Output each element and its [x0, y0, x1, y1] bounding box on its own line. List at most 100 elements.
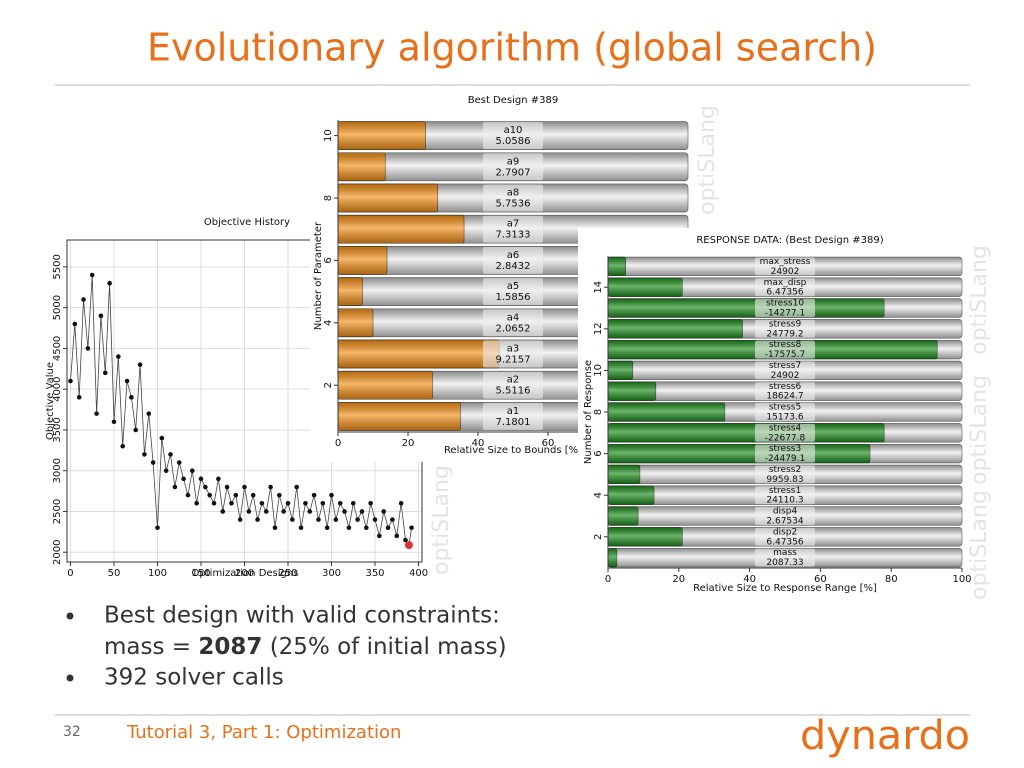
bar-value-label: 24902 — [771, 371, 800, 381]
bar-name: a9 — [507, 156, 520, 167]
label-box — [483, 184, 543, 212]
bullet-dot — [66, 612, 74, 620]
objective-point — [163, 468, 169, 473]
objective-point — [346, 525, 352, 531]
label-box — [755, 403, 815, 421]
bar-value-label: 1.5856 — [496, 292, 531, 303]
objective-point — [372, 517, 378, 522]
objective-line — [70, 275, 412, 547]
bar-value-label: 24110.3 — [766, 496, 803, 506]
y-tick-label: 4000 — [52, 376, 63, 401]
objective-point — [285, 501, 291, 506]
y-tick-label: 4 — [323, 320, 334, 326]
label-box — [483, 402, 543, 430]
label-box — [755, 527, 815, 546]
bar-value-label: 5.7536 — [496, 199, 531, 210]
label-box — [755, 278, 815, 297]
objective-point — [263, 509, 269, 514]
bar-shade — [338, 371, 433, 400]
objective-point — [342, 509, 347, 514]
objective-point — [198, 476, 204, 482]
objective-point — [189, 468, 195, 473]
y-tick-label: 5500 — [52, 254, 63, 279]
bar-name: a8 — [507, 188, 520, 199]
objective-point — [172, 484, 178, 490]
objective-point — [94, 411, 99, 416]
bar-name: stress9 — [769, 319, 802, 329]
objective-point — [181, 476, 186, 482]
objective-point — [207, 492, 212, 498]
bar-shade — [338, 339, 499, 369]
objective-point — [303, 501, 308, 506]
objective-point — [229, 501, 234, 506]
bar-name: a10 — [504, 125, 523, 136]
objective-point — [116, 354, 121, 359]
watermark: optiSLang — [967, 490, 992, 600]
objective-point — [368, 501, 373, 506]
bar-value-label: 2.67534 — [766, 516, 803, 526]
bar-shade — [608, 506, 639, 526]
objective-point — [233, 492, 239, 498]
bar-name: stress8 — [769, 340, 802, 350]
label-box — [755, 340, 815, 359]
y-tick-label: 8 — [323, 195, 334, 201]
y-axis-label: Objective Value — [45, 362, 56, 440]
page-number: 32 — [63, 724, 81, 740]
bullet-dot — [66, 674, 74, 682]
x-tick-label: 20 — [402, 438, 415, 449]
objective-point — [259, 501, 265, 506]
objective-point — [390, 517, 395, 522]
bar-value-label: 5.0586 — [496, 136, 531, 147]
label-box — [483, 309, 543, 337]
objective-point — [364, 525, 369, 531]
objective-point — [311, 492, 317, 498]
objective-point — [250, 492, 256, 498]
bar-value-label: 2.0652 — [496, 323, 531, 334]
chart-title: Best Design #389 — [468, 95, 559, 106]
objective-point — [298, 525, 304, 531]
objective-point — [133, 427, 139, 433]
objective-point — [220, 509, 226, 514]
bar-shade — [338, 308, 373, 337]
bar-value-label: 15173.6 — [766, 412, 803, 422]
x-tick-label: 40 — [743, 574, 756, 585]
y-tick-label: 2500 — [52, 499, 63, 524]
objective-point — [107, 280, 112, 286]
y-tick-label: 3000 — [52, 458, 63, 483]
bar-name: disp4 — [773, 507, 798, 517]
x-tick-label: 0 — [335, 438, 341, 449]
label-box — [483, 246, 543, 274]
x-tick-label: 20 — [672, 574, 685, 585]
label-box — [755, 486, 815, 505]
bar-name: max_stress — [760, 257, 811, 267]
objective-point — [398, 501, 404, 506]
x-tick-label: 60 — [814, 574, 827, 585]
objective-point — [98, 313, 104, 319]
objective-point — [102, 370, 108, 376]
objective-point — [277, 492, 282, 498]
bar-shade — [338, 246, 387, 275]
label-box — [755, 257, 815, 276]
label-box — [755, 382, 815, 401]
bar-shade — [338, 183, 438, 213]
y-tick-label: 6 — [323, 257, 334, 263]
objective-point — [324, 525, 330, 531]
x-tick-label: 80 — [885, 574, 898, 585]
charts: optiSLang Objective History Optimization D… — [45, 90, 992, 600]
y-tick-label: 12 — [593, 322, 604, 335]
x-tick-label: 200 — [235, 568, 254, 579]
objective-point — [89, 272, 95, 278]
bar-shade — [608, 298, 885, 318]
bullet-text: mass = — [104, 634, 191, 660]
y-axis-label: Number of Response — [583, 360, 594, 464]
chart-title: RESPONSE DATA: (Best Design #389) — [696, 235, 883, 246]
bar-value-label: -17575.7 — [765, 350, 805, 360]
objective-point — [224, 484, 230, 490]
bullet-text: mass = 2087 (25% of initial mass) — [104, 634, 507, 660]
bar-shade — [608, 527, 683, 547]
objective-point — [294, 484, 300, 490]
bar-shade — [608, 485, 655, 505]
objective-point — [255, 517, 260, 522]
objective-point — [409, 525, 414, 531]
